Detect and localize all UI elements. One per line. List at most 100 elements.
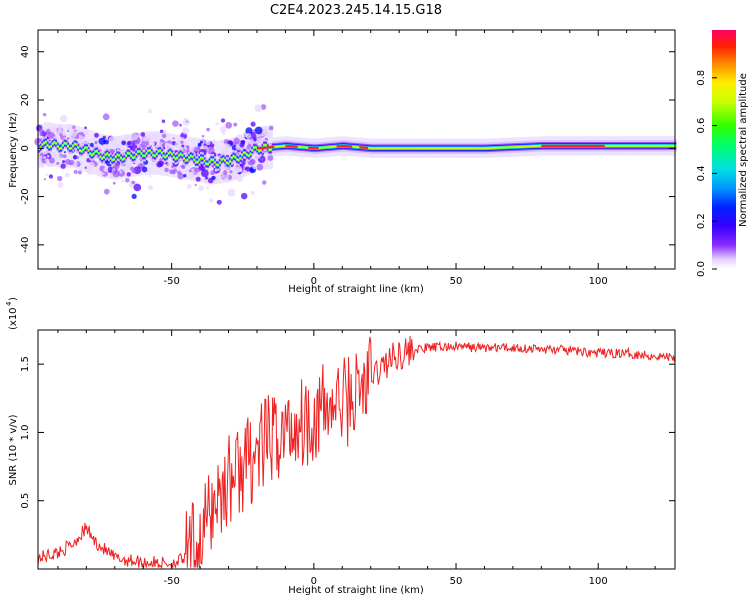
spectrogram-trace-cell (239, 157, 242, 160)
spectrogram-trace-cell (440, 147, 443, 150)
spectrogram-trace-cell (56, 145, 59, 148)
spectrogram-trace-cell (270, 148, 273, 151)
spectrogram-trace-cell (80, 150, 83, 153)
spectrogram-peak-cell (570, 144, 573, 147)
spectrogram-noise-cell (216, 174, 222, 181)
spectrogram-trace-cell (437, 147, 440, 150)
spectrogram-noise-cell (37, 155, 43, 161)
spectrogram-trace-cell (502, 146, 505, 149)
spectrogram-noise-cell (211, 175, 216, 180)
spectrogram-trace-cell (60, 147, 63, 149)
spectrogram-trace-cell (483, 147, 486, 150)
spectrogram-peak-cell (553, 144, 556, 147)
spectrogram-trace-cell (531, 145, 534, 148)
spectrogram-trace-cell (121, 158, 124, 161)
spectrogram-trace-cell (328, 146, 331, 148)
spectrogram-trace-cell (263, 144, 266, 146)
spectrogram-trace-cell (382, 147, 385, 150)
spectrogram-trace-cell (119, 157, 122, 159)
spectrogram-noise-cell (252, 164, 258, 170)
spectrogram-trace-cell (84, 146, 87, 149)
spectrogram-trace-cell (503, 146, 506, 149)
spectrogram-noise-cell (127, 140, 132, 146)
spectrogram-noise-cell (179, 124, 182, 127)
spectrogram-noise-cell (77, 170, 82, 175)
spectrogram-noise-cell (172, 168, 178, 173)
spectrogram-noise-cell (45, 158, 50, 163)
snr-x-ticks: -50 0 50 100 (57, 330, 656, 587)
snr-x-tick-label: 50 (450, 576, 463, 587)
spectrogram-noise-cell (57, 124, 63, 130)
spectrogram-trace-cell (102, 156, 105, 159)
spectrogram-noise-cell (125, 177, 130, 183)
spectrogram-peak-cell (584, 144, 586, 147)
spectrogram-trace-cell (387, 147, 390, 150)
spectrogram-peak-cell (263, 146, 266, 149)
colorbar-tick-label: 0.6 (696, 118, 707, 134)
spectrogram-trace-cell (241, 153, 244, 156)
spectrogram-trace-cell (534, 145, 537, 148)
spectrogram-trace-cell (457, 147, 460, 150)
spectrogram-trace-cell (280, 145, 283, 148)
spectrogram-noise-cell (126, 172, 132, 177)
spectrogram-trace-cell (299, 146, 302, 148)
spectrogram-image (34, 104, 677, 205)
spectrogram-trace-cell (251, 149, 254, 152)
spectrogram-trace-cell (607, 145, 610, 147)
spectrogram-trace-cell (39, 146, 42, 149)
spectrogram-noise-cell (142, 136, 148, 142)
spectrogram-y-tick-label: -20 (20, 188, 31, 204)
spectrogram-noise-cell (147, 108, 153, 114)
spectrogram-trace-cell (633, 145, 636, 147)
spectrogram-noise-cell (59, 133, 63, 137)
snr-y-axis-label: SNR (10 * v/v) (8, 414, 19, 485)
spectrogram-trace-cell (99, 155, 102, 158)
spectrogram-noise-cell (172, 120, 179, 127)
spectrogram-trace-cell (70, 147, 73, 150)
spectrogram-trace-cell (164, 156, 167, 159)
spectrogram-trace-cell (406, 147, 409, 150)
spectrogram-trace-cell (322, 146, 325, 149)
spectrogram-noise-cell (124, 134, 130, 140)
spectrogram-trace-cell (143, 154, 146, 157)
spectrogram-noise-cell (122, 165, 127, 170)
spectrogram-trace-cell (85, 146, 88, 149)
spectrogram-trace-cell (281, 145, 284, 148)
spectrogram-noise-cell (206, 186, 210, 190)
spectrogram-peak-cell (288, 145, 291, 148)
spectrogram-noise-cell (76, 156, 80, 159)
spectrogram-trace-cell (331, 145, 334, 148)
spectrogram-noise-cell (186, 184, 192, 189)
spectrogram-trace-cell (643, 145, 646, 147)
spectrogram-trace-cell (273, 146, 276, 148)
spectrogram-trace-cell (235, 158, 238, 161)
spectrogram-trace-cell (527, 145, 530, 148)
snr-y-ticks: 0.5 1.0 1.5 (20, 356, 675, 509)
spectrogram-noise-cell (204, 176, 209, 180)
spectrogram-trace-cell (154, 155, 157, 157)
spectrogram-noise-cell (219, 125, 227, 133)
spectrogram-noise-cell (116, 135, 123, 142)
spectrogram-noise-cell (43, 178, 47, 181)
spectrogram-trace-cell (474, 147, 477, 150)
spectrogram-trace-cell (469, 147, 472, 150)
spectrogram-noise-cell (221, 131, 226, 135)
spectrogram-noise-cell (141, 166, 148, 173)
spectrogram-noise-cell (78, 134, 82, 138)
spectrogram-noise-cell (67, 129, 70, 133)
spectrogram-trace-cell (44, 141, 47, 143)
spectrogram-noise-cell (133, 183, 142, 192)
spectrogram-trace-cell (232, 155, 235, 157)
spectrogram-noise-cell (84, 126, 87, 130)
spectrogram-trace-cell (466, 147, 469, 150)
spectrogram-noise-cell (197, 142, 202, 147)
snr-y-tick-label: 1.5 (20, 356, 31, 372)
spectrogram-peak-cell (285, 144, 288, 147)
spectrogram-x-axis-label: Height of straight line (km) (288, 284, 424, 295)
spectrogram-noise-cell (161, 119, 166, 123)
spectrogram-trace-cell (485, 147, 488, 150)
spectrogram-trace-cell (665, 145, 668, 147)
spectrogram-noise-cell (131, 168, 136, 174)
spectrogram-noise-cell (149, 175, 152, 178)
spectrogram-trace-cell (317, 147, 320, 149)
